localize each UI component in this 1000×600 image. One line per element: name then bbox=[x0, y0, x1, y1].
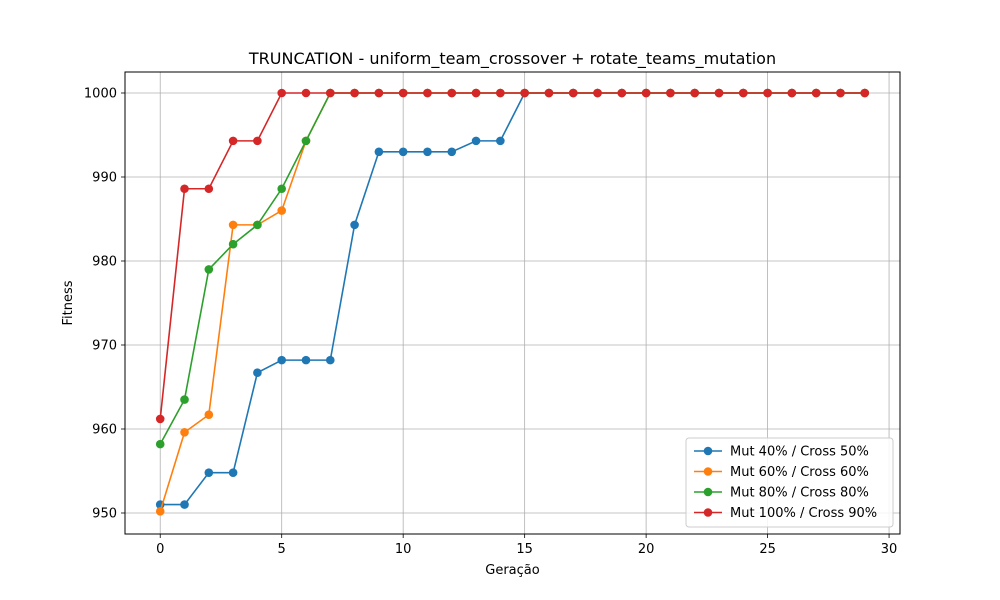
data-point bbox=[180, 395, 189, 404]
x-tick-label: 5 bbox=[278, 542, 286, 557]
data-point bbox=[398, 88, 408, 98]
data-point bbox=[374, 147, 384, 157]
data-point bbox=[398, 147, 408, 157]
data-point bbox=[204, 410, 214, 420]
data-point bbox=[496, 88, 505, 98]
data-point bbox=[180, 184, 189, 194]
y-tick-label: 950 bbox=[92, 507, 117, 522]
data-point bbox=[301, 355, 311, 365]
data-point bbox=[253, 136, 262, 146]
plot-frame bbox=[124, 71, 901, 535]
data-point bbox=[204, 184, 214, 194]
legend-label: Mut 100% / Cross 90% bbox=[730, 506, 877, 521]
data-point bbox=[180, 500, 189, 509]
x-axis-label: Geração bbox=[485, 563, 539, 578]
data-point bbox=[617, 88, 627, 98]
data-point bbox=[666, 88, 675, 98]
axis-ticks: 0 5 10 15 20 25 30 950 960 970 980 990 1000 bbox=[84, 87, 897, 558]
data-point bbox=[447, 147, 457, 157]
data-point bbox=[228, 468, 238, 477]
legend: Mut 40% / Cross 50% Mut 60% / Cross 60% Mu… bbox=[685, 437, 894, 528]
data-point bbox=[325, 355, 335, 365]
data-point bbox=[544, 88, 554, 98]
data-point bbox=[423, 88, 432, 98]
data-point bbox=[155, 507, 165, 516]
y-tick-label: 990 bbox=[92, 171, 117, 186]
y-tick-label: 1000 bbox=[84, 87, 117, 102]
y-tick-label: 960 bbox=[92, 423, 117, 438]
data-point bbox=[714, 88, 724, 98]
data-point bbox=[836, 88, 845, 98]
legend-swatch-marker bbox=[703, 487, 713, 497]
series-lines bbox=[155, 88, 870, 516]
data-point bbox=[301, 88, 311, 98]
y-axis-label: Fitness bbox=[61, 280, 76, 325]
data-point bbox=[787, 88, 797, 98]
data-point bbox=[690, 88, 700, 98]
series-line bbox=[159, 92, 865, 445]
data-point bbox=[277, 184, 287, 194]
data-point bbox=[471, 88, 481, 98]
chart-title: TRUNCATION - uniform_team_crossover + ro… bbox=[248, 49, 776, 69]
y-tick-label: 980 bbox=[92, 255, 117, 270]
data-point bbox=[447, 88, 457, 98]
data-point bbox=[811, 88, 821, 98]
legend-item: Mut 40% / Cross 50% bbox=[694, 445, 869, 460]
data-point bbox=[763, 88, 772, 98]
data-point bbox=[253, 220, 262, 230]
series-line bbox=[159, 92, 865, 420]
data-point bbox=[423, 147, 432, 157]
x-tick-label: 15 bbox=[516, 542, 533, 557]
data-point bbox=[253, 368, 262, 378]
data-point bbox=[860, 88, 870, 98]
data-point bbox=[277, 206, 287, 215]
legend-item: Mut 80% / Cross 80% bbox=[694, 486, 869, 501]
data-point bbox=[301, 136, 311, 146]
data-point bbox=[471, 136, 481, 146]
data-point bbox=[228, 136, 238, 146]
legend-label: Mut 60% / Cross 60% bbox=[730, 465, 869, 480]
legend-label: Mut 80% / Cross 80% bbox=[730, 486, 869, 501]
data-point bbox=[228, 220, 238, 230]
data-point bbox=[350, 88, 359, 98]
x-tick-label: 20 bbox=[638, 542, 655, 557]
x-tick-label: 25 bbox=[759, 542, 776, 557]
data-point bbox=[350, 220, 359, 230]
x-tick-label: 30 bbox=[881, 542, 898, 557]
data-point bbox=[374, 88, 384, 98]
data-point bbox=[155, 439, 165, 449]
data-point bbox=[520, 88, 529, 98]
data-point bbox=[277, 88, 287, 98]
data-point bbox=[228, 239, 238, 249]
data-point bbox=[325, 88, 335, 98]
legend-box bbox=[685, 437, 894, 528]
data-point bbox=[155, 414, 165, 424]
data-point bbox=[593, 88, 602, 98]
legend-swatch-marker bbox=[703, 508, 713, 517]
series-3 bbox=[155, 88, 870, 449]
legend-item: Mut 60% / Cross 60% bbox=[694, 465, 869, 480]
series-4 bbox=[155, 88, 870, 424]
x-tick-label: 10 bbox=[395, 542, 412, 557]
data-point bbox=[738, 88, 748, 98]
data-point bbox=[277, 355, 287, 365]
legend-label: Mut 40% / Cross 50% bbox=[730, 445, 869, 460]
data-point bbox=[204, 265, 214, 274]
legend-swatch-marker bbox=[703, 446, 713, 456]
data-point bbox=[180, 428, 189, 437]
y-tick-label: 970 bbox=[92, 339, 117, 354]
data-point bbox=[568, 88, 578, 98]
legend-swatch-marker bbox=[703, 467, 713, 476]
data-point bbox=[641, 88, 651, 98]
data-point bbox=[204, 468, 214, 477]
legend-item: Mut 100% / Cross 90% bbox=[694, 506, 877, 521]
x-tick-label: 0 bbox=[156, 542, 164, 557]
data-point bbox=[496, 136, 505, 146]
